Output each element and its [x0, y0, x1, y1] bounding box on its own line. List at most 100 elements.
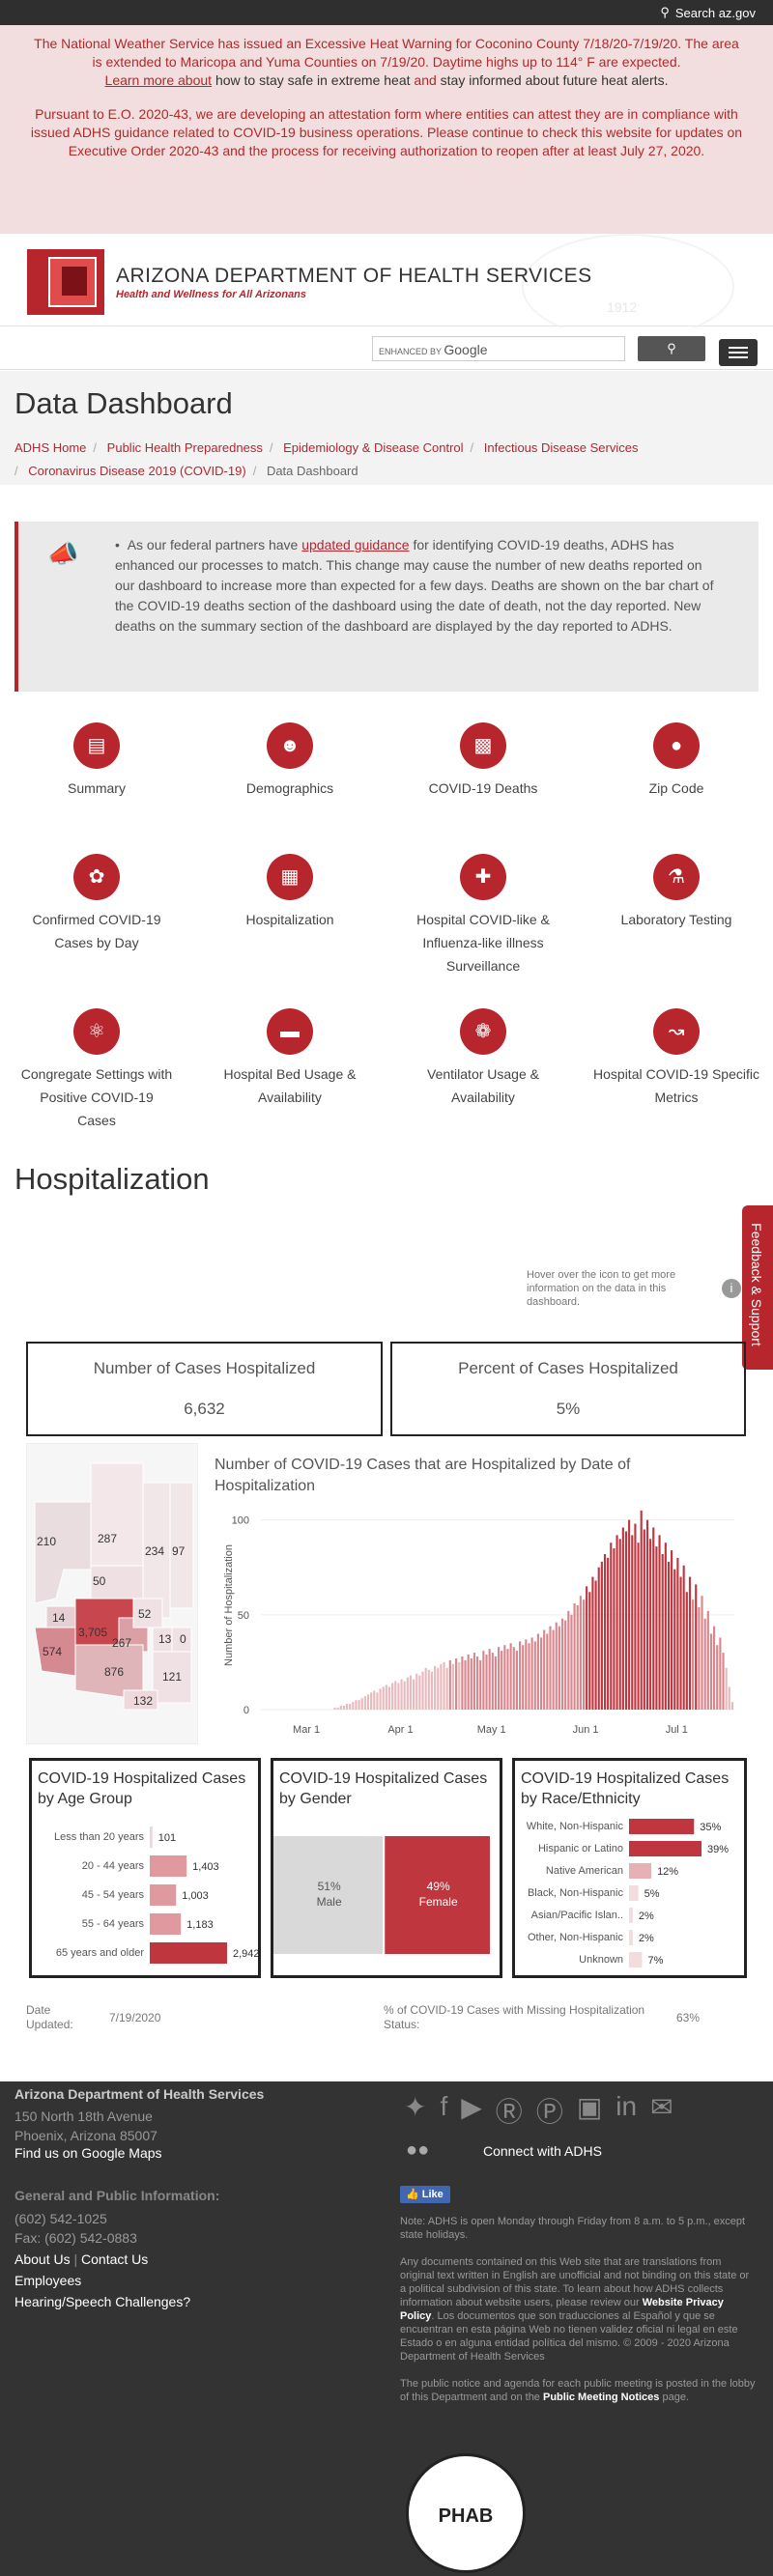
- site-search-input[interactable]: ENHANCED BY Google: [372, 336, 625, 361]
- chart-bar[interactable]: [573, 1603, 576, 1710]
- nav-hospitalization[interactable]: ▦ Hospitalization: [203, 854, 377, 931]
- chart-bar[interactable]: [616, 1535, 618, 1710]
- chart-bar[interactable]: [445, 1667, 448, 1710]
- chart-bar[interactable]: [503, 1645, 506, 1710]
- chart-bar[interactable]: [652, 1527, 655, 1710]
- chart-bar[interactable]: [594, 1580, 597, 1710]
- chart-bar[interactable]: [533, 1641, 536, 1710]
- chart-bar[interactable]: [610, 1543, 613, 1710]
- age-group-panel[interactable]: COVID-19 Hospitalized Cases by Age Group…: [29, 1758, 261, 1978]
- chart-bar[interactable]: [509, 1643, 512, 1710]
- chart-bar[interactable]: [591, 1576, 594, 1710]
- chart-bar[interactable]: [479, 1659, 482, 1710]
- chart-bar[interactable]: [379, 1688, 382, 1710]
- chart-bar[interactable]: [464, 1659, 467, 1710]
- adhs-logo[interactable]: [27, 249, 104, 315]
- nav-zip-code[interactable]: ● Zip Code: [589, 722, 763, 800]
- chart-bar[interactable]: [621, 1527, 624, 1710]
- chart-bar[interactable]: [387, 1686, 391, 1710]
- chart-bar[interactable]: [501, 1651, 503, 1710]
- about-us-link[interactable]: About Us: [14, 2251, 71, 2267]
- chart-bar[interactable]: [421, 1671, 424, 1710]
- chart-bar[interactable]: [558, 1626, 560, 1710]
- chart-bar[interactable]: [701, 1596, 703, 1710]
- chart-bar[interactable]: [567, 1610, 570, 1710]
- chart-bar[interactable]: [549, 1626, 552, 1710]
- race-bar[interactable]: [629, 1863, 652, 1879]
- chart-bar[interactable]: [391, 1683, 394, 1710]
- chart-bar[interactable]: [709, 1633, 713, 1710]
- chart-bar[interactable]: [664, 1543, 667, 1710]
- chart-bar[interactable]: [570, 1614, 573, 1710]
- hospitalization-date-chart[interactable]: 0 50 100 Number of Hospitalization Mar 1 Apr …: [193, 1443, 744, 1752]
- chart-bar[interactable]: [418, 1675, 421, 1710]
- chart-bar[interactable]: [409, 1675, 413, 1710]
- chart-bar[interactable]: [679, 1576, 682, 1710]
- race-ethnicity-panel[interactable]: COVID-19 Hospitalized Cases by Race/Ethn…: [512, 1758, 747, 1978]
- chart-bar[interactable]: [530, 1637, 533, 1710]
- race-bar[interactable]: [629, 1819, 695, 1834]
- chart-bar[interactable]: [385, 1684, 387, 1710]
- chart-bar[interactable]: [716, 1645, 719, 1710]
- chart-bar[interactable]: [461, 1656, 464, 1710]
- nav-congregate-settings[interactable]: ⚛ Congregate Settings with Positive COVID…: [10, 1008, 184, 1132]
- chart-bar[interactable]: [360, 1698, 363, 1710]
- linkedin-icon[interactable]: in: [616, 2091, 638, 2121]
- chart-bar[interactable]: [725, 1667, 728, 1710]
- wordpress-icon[interactable]: Ⓡ: [495, 2097, 523, 2127]
- chart-bar[interactable]: [352, 1702, 355, 1710]
- chart-bar[interactable]: [692, 1599, 695, 1710]
- nav-ventilator[interactable]: ❁ Ventilator Usage & Availability: [396, 1008, 570, 1109]
- chart-bar[interactable]: [349, 1704, 352, 1710]
- menu-button[interactable]: [719, 339, 758, 366]
- chart-bar[interactable]: [358, 1700, 360, 1710]
- chart-bar[interactable]: [631, 1535, 634, 1710]
- brand-name[interactable]: ARIZONA DEPARTMENT OF HEALTH SERVICES: [116, 265, 592, 287]
- chart-bar[interactable]: [564, 1620, 567, 1710]
- chart-bar[interactable]: [728, 1686, 730, 1710]
- chart-bar[interactable]: [579, 1596, 582, 1710]
- chart-bar[interactable]: [528, 1643, 530, 1710]
- chart-bar[interactable]: [491, 1653, 494, 1710]
- county-map[interactable]: 210 287 234 97 50 14 3,705 267 52 13 0 5…: [26, 1443, 198, 1744]
- chart-bar[interactable]: [719, 1637, 722, 1710]
- chart-bar[interactable]: [730, 1702, 733, 1710]
- chart-bar[interactable]: [688, 1576, 692, 1710]
- chart-bar[interactable]: [476, 1656, 479, 1710]
- public-meeting-notices-link[interactable]: Public Meeting Notices: [543, 2392, 660, 2403]
- chart-bar[interactable]: [498, 1647, 501, 1710]
- breadcrumb-public-health[interactable]: Public Health Preparedness: [106, 440, 263, 455]
- breadcrumb-infectious-disease[interactable]: Infectious Disease Services: [483, 440, 639, 455]
- contact-us-link[interactable]: Contact Us: [81, 2251, 149, 2267]
- google-maps-link[interactable]: Find us on Google Maps: [14, 2145, 162, 2161]
- chart-bar[interactable]: [522, 1645, 525, 1710]
- chart-bar[interactable]: [448, 1659, 451, 1710]
- chart-bar[interactable]: [560, 1618, 564, 1710]
- chart-bar[interactable]: [552, 1629, 555, 1710]
- chart-bar[interactable]: [685, 1592, 688, 1710]
- race-bar[interactable]: [629, 1952, 643, 1967]
- chart-bar[interactable]: [355, 1700, 358, 1710]
- age-bar[interactable]: [150, 1884, 177, 1906]
- chart-bar[interactable]: [628, 1519, 631, 1710]
- chart-bar[interactable]: [582, 1599, 586, 1710]
- twitter-icon[interactable]: ✦: [404, 2092, 427, 2122]
- chart-bar[interactable]: [695, 1584, 698, 1710]
- chart-bar[interactable]: [661, 1553, 664, 1710]
- chart-bar[interactable]: [603, 1553, 607, 1710]
- chart-bar[interactable]: [655, 1546, 658, 1710]
- chart-bar[interactable]: [576, 1605, 579, 1710]
- gender-bar[interactable]: [385, 1836, 490, 1954]
- chart-bar[interactable]: [673, 1569, 676, 1710]
- breadcrumb-adhs-home[interactable]: ADHS Home: [14, 440, 87, 455]
- chart-bar[interactable]: [613, 1548, 616, 1710]
- age-bar[interactable]: [150, 1826, 153, 1848]
- nav-hospital-bed[interactable]: ▬ Hospital Bed Usage & Availability: [203, 1008, 377, 1109]
- chart-bar[interactable]: [339, 1706, 342, 1710]
- updated-guidance-link[interactable]: updated guidance: [301, 537, 410, 552]
- chart-bar[interactable]: [400, 1679, 403, 1710]
- chart-bar[interactable]: [437, 1667, 440, 1710]
- chart-bar[interactable]: [470, 1657, 472, 1710]
- chart-bar[interactable]: [643, 1529, 645, 1710]
- facebook-icon[interactable]: f: [440, 2091, 448, 2121]
